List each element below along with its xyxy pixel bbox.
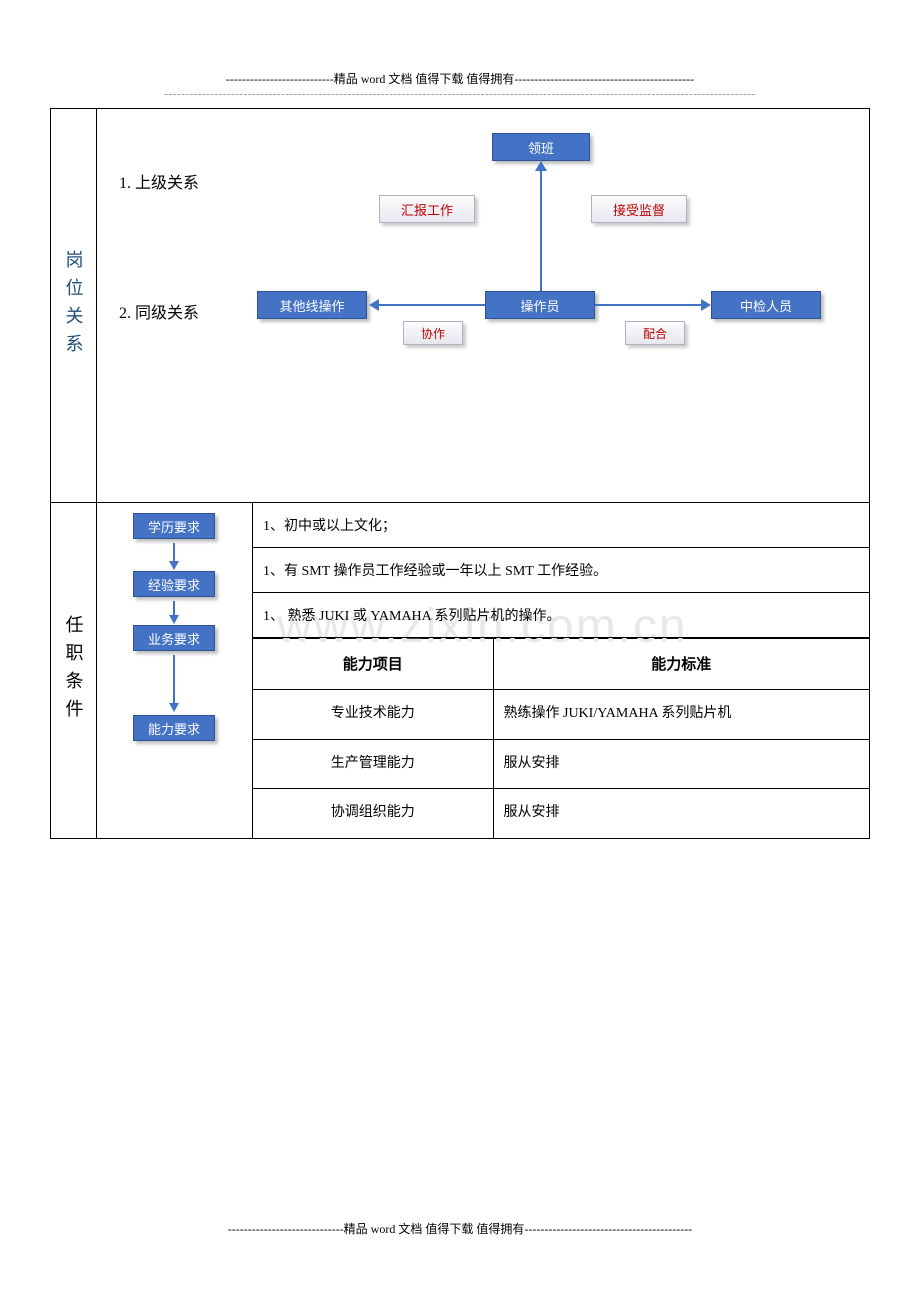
req-row-biz: 1、 熟悉 JUKI 或 YAMAHA 系列贴片机的操作。 [253,593,869,638]
capability-table: 能力项目 能力标准 专业技术能力 熟练操作 JUKI/YAMAHA 系列贴片机 … [253,638,869,838]
box-exp: 经验要求 [133,571,215,597]
cap-std: 服从安排 [493,739,869,789]
footer-text: -----------------------------精品 word 文档 … [0,1220,920,1237]
section-label-requirements: 任职条件 [51,503,97,839]
table-row: 生产管理能力 服从安排 [253,739,869,789]
node-coordinate: 配合 [625,321,685,345]
node-other-line: 其他线操作 [257,291,367,319]
node-report: 汇报工作 [379,195,475,223]
arrow-head-left-icon [369,299,379,311]
arrow-biz-ability [173,655,175,705]
node-cooperate: 协作 [403,321,463,345]
table-row: 能力项目 能力标准 [253,639,869,690]
arrow-edu-exp [173,543,175,563]
req-row-exp: 1、有 SMT 操作员工作经验或一年以上 SMT 工作经验。 [253,548,869,593]
cap-header-std: 能力标准 [493,639,869,690]
arrow-head-up-icon [535,161,547,171]
table-row: 协调组织能力 服从安排 [253,789,869,838]
arrow-head-down-icon-3 [169,703,179,712]
node-operator: 操作员 [485,291,595,319]
node-leader: 领班 [492,133,590,161]
node-supervise: 接受监督 [591,195,687,223]
req-row-edu: 1、初中或以上文化； [253,503,869,548]
cap-item: 专业技术能力 [253,689,493,739]
requirements-content: 学历要求 经验要求 业务要求 能力要求 1、初中或以上文化； 1、有 SMT 操… [97,503,870,839]
arrow-head-down-icon-2 [169,615,179,624]
table-row: 专业技术能力 熟练操作 JUKI/YAMAHA 系列贴片机 [253,689,869,739]
requirements-rows: 1、初中或以上文化； 1、有 SMT 操作员工作经验或一年以上 SMT 工作经验… [253,503,869,838]
arrow-to-inspector [595,304,703,306]
cap-std: 服从安排 [493,789,869,838]
section-label-relations: 岗位关系 [51,109,97,503]
arrow-to-other [377,304,485,306]
cap-header-item: 能力项目 [253,639,493,690]
arrow-head-down-icon [169,561,179,570]
arrow-operator-leader [540,169,542,291]
requirements-flow: 学历要求 经验要求 业务要求 能力要求 [97,503,253,838]
cap-item: 生产管理能力 [253,739,493,789]
heading-peer: 2. 同级关系 [119,299,199,323]
main-table: 岗位关系 www.zixin.com.cn 1. 上级关系 2. 同级关系 领班… [50,108,870,839]
box-ability: 能力要求 [133,715,215,741]
cap-item: 协调组织能力 [253,789,493,838]
node-inspector: 中检人员 [711,291,821,319]
header-sub: ----------------------------------------… [0,88,920,100]
header-text: ---------------------------精品 word 文档 值得… [0,70,920,87]
cap-std: 熟练操作 JUKI/YAMAHA 系列贴片机 [493,689,869,739]
box-biz: 业务要求 [133,625,215,651]
heading-superior: 1. 上级关系 [119,169,199,193]
box-edu: 学历要求 [133,513,215,539]
relations-diagram: www.zixin.com.cn 1. 上级关系 2. 同级关系 领班 汇报工作… [97,109,870,503]
arrow-head-right-icon [701,299,711,311]
